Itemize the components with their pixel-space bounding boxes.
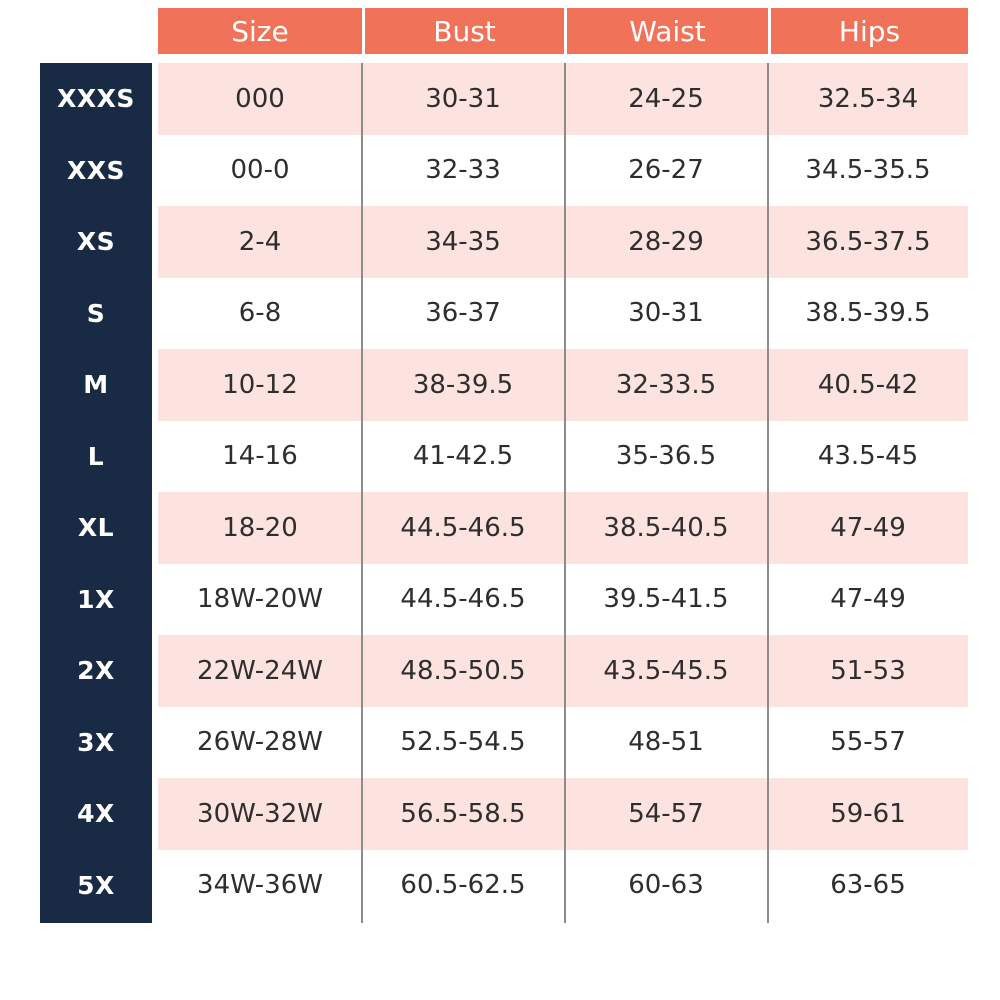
waist-cell: 48-51	[628, 727, 704, 758]
bust-cell: 44.5-46.5	[400, 584, 526, 615]
size-label: 5X	[77, 870, 115, 900]
header-bust: Bust	[362, 8, 564, 54]
waist-cell: 32-33.5	[615, 369, 717, 400]
hips-cell: 55-57	[830, 727, 906, 758]
hips-cell: 38.5-39.5	[805, 298, 931, 329]
size-cell: 14-16	[222, 441, 298, 472]
table-row: 18-20 44.5-46.5 38.5-40.5 47-49	[158, 492, 968, 564]
size-cell: 6-8	[238, 298, 282, 329]
table-row: 00-0 32-33 26-27 34.5-35.5	[158, 134, 968, 206]
hips-cell: 40.5-42	[817, 369, 919, 400]
bust-cell: 52.5-54.5	[400, 727, 526, 758]
bust-cell: 30-31	[425, 83, 501, 114]
header-size: Size	[158, 8, 362, 54]
size-label: XXS	[66, 155, 126, 185]
bust-cell: 32-33	[425, 155, 501, 186]
waist-cell: 24-25	[628, 83, 704, 114]
hips-cell: 59-61	[830, 798, 906, 829]
hips-cell: 32.5-34	[817, 83, 919, 114]
size-label-sidebar: XXXS XXS XS S M L XL 1X 2X 3X 4X 5X	[40, 63, 152, 923]
column-divider	[767, 63, 769, 923]
table-row: 30W-32W 56.5-58.5 54-57 59-61	[158, 778, 968, 850]
waist-cell: 35-36.5	[615, 441, 717, 472]
size-label: 1X	[77, 584, 115, 614]
size-label: 4X	[77, 799, 115, 829]
waist-cell: 28-29	[628, 226, 704, 257]
size-label: XXXS	[57, 84, 135, 114]
size-label: S	[86, 298, 106, 328]
waist-cell: 60-63	[628, 870, 704, 901]
bust-cell: 60.5-62.5	[400, 870, 526, 901]
column-divider	[361, 63, 363, 923]
table-row: 2-4 34-35 28-29 36.5-37.5	[158, 206, 968, 278]
header-waist: Waist	[564, 8, 768, 54]
hips-cell: 34.5-35.5	[805, 155, 931, 186]
size-label: 3X	[77, 727, 115, 757]
size-cell: 18W-20W	[197, 584, 323, 615]
waist-cell: 30-31	[628, 298, 704, 329]
bust-cell: 44.5-46.5	[400, 512, 526, 543]
bust-cell: 36-37	[425, 298, 501, 329]
hips-cell: 36.5-37.5	[805, 226, 931, 257]
table-row: 22W-24W 48.5-50.5 43.5-45.5 51-53	[158, 635, 968, 707]
bust-cell: 48.5-50.5	[400, 655, 526, 686]
size-chart-header: Size Bust Waist Hips	[158, 8, 968, 54]
table-row: 26W-28W 52.5-54.5 48-51 55-57	[158, 706, 968, 778]
waist-cell: 39.5-41.5	[603, 584, 729, 615]
table-row: 34W-36W 60.5-62.5 60-63 63-65	[158, 849, 968, 921]
size-cell: 10-12	[222, 369, 298, 400]
waist-cell: 38.5-40.5	[603, 512, 729, 543]
table-row: 6-8 36-37 30-31 38.5-39.5	[158, 277, 968, 349]
size-cell: 18-20	[222, 512, 298, 543]
size-label: XL	[77, 513, 115, 543]
size-cell: 26W-28W	[197, 727, 323, 758]
size-cell: 30W-32W	[197, 798, 323, 829]
size-cell: 22W-24W	[197, 655, 323, 686]
waist-cell: 26-27	[628, 155, 704, 186]
waist-cell: 54-57	[628, 798, 704, 829]
column-divider	[564, 63, 566, 923]
hips-cell: 47-49	[830, 584, 906, 615]
bust-cell: 41-42.5	[412, 441, 514, 472]
size-label: 2X	[77, 656, 115, 686]
size-cell: 000	[235, 83, 285, 114]
hips-cell: 51-53	[830, 655, 906, 686]
size-label: M	[83, 370, 109, 400]
size-cell: 2-4	[238, 226, 282, 257]
table-row: 14-16 41-42.5 35-36.5 43.5-45	[158, 420, 968, 492]
bust-cell: 38-39.5	[412, 369, 514, 400]
waist-cell: 43.5-45.5	[603, 655, 729, 686]
table-row: 000 30-31 24-25 32.5-34	[158, 63, 968, 135]
bust-cell: 56.5-58.5	[400, 798, 526, 829]
size-label: L	[87, 441, 105, 471]
size-cell: 34W-36W	[197, 870, 323, 901]
bust-cell: 34-35	[425, 226, 501, 257]
size-label: XS	[76, 227, 116, 257]
table-row: 18W-20W 44.5-46.5 39.5-41.5 47-49	[158, 563, 968, 635]
table-row: 10-12 38-39.5 32-33.5 40.5-42	[158, 349, 968, 421]
size-chart-body: 000 30-31 24-25 32.5-34 00-0 32-33 26-27…	[158, 63, 968, 923]
hips-cell: 63-65	[830, 870, 906, 901]
hips-cell: 47-49	[830, 512, 906, 543]
size-cell: 00-0	[230, 155, 290, 186]
header-hips: Hips	[768, 8, 968, 54]
hips-cell: 43.5-45	[817, 441, 919, 472]
